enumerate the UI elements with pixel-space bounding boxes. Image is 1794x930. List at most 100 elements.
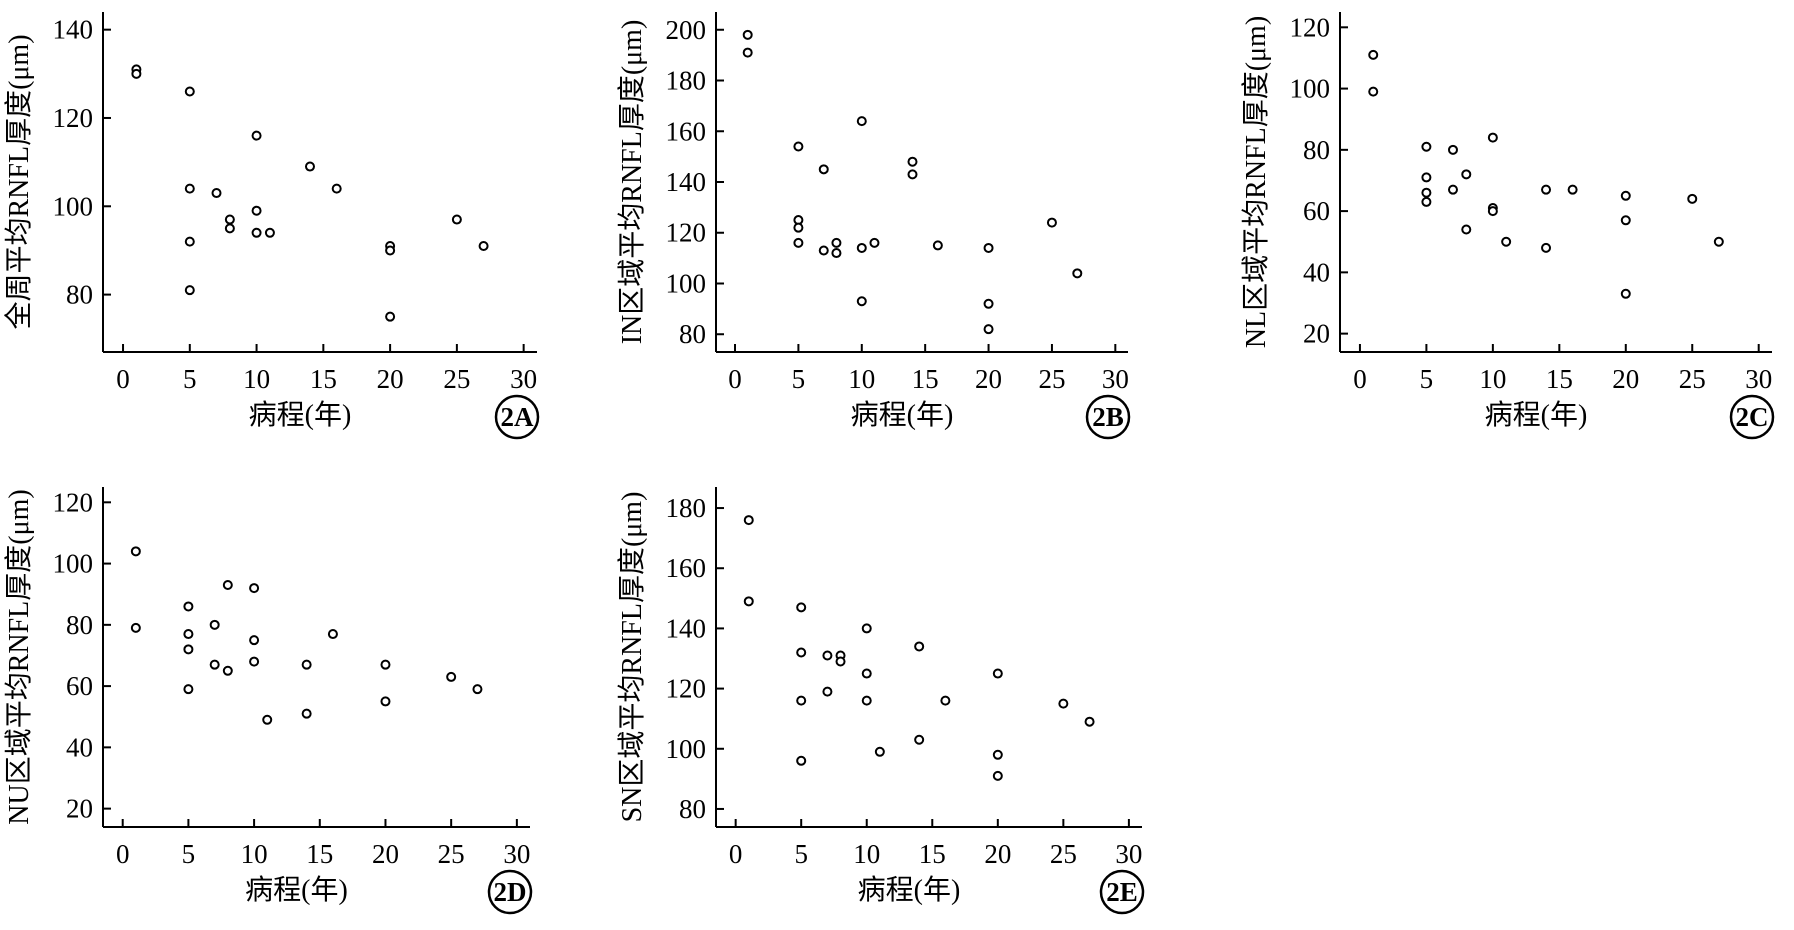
data-point: [1567, 184, 1578, 195]
data-point: [1487, 206, 1498, 217]
x-tick-label: 10: [1479, 364, 1506, 394]
data-point: [209, 659, 220, 670]
x-tick-label: 15: [919, 839, 946, 869]
x-tick-label: 20: [975, 364, 1002, 394]
y-tick-label: 100: [666, 268, 707, 298]
data-point: [1058, 698, 1069, 709]
data-point: [793, 237, 804, 248]
x-tick-label: 30: [1102, 364, 1129, 394]
data-point: [796, 755, 807, 766]
data-point: [380, 696, 391, 707]
y-tick-label: 80: [679, 319, 706, 349]
data-point: [130, 546, 141, 557]
y-tick-label: 140: [53, 15, 94, 45]
y-tick-label: 80: [66, 610, 93, 640]
x-tick-label: 15: [306, 839, 333, 869]
data-point: [385, 245, 396, 256]
x-tick-label: 0: [729, 839, 743, 869]
data-point: [907, 169, 918, 180]
data-point: [874, 746, 885, 757]
y-tick-label: 40: [1303, 257, 1330, 287]
x-tick-label: 20: [372, 839, 399, 869]
y-tick-label: 180: [666, 493, 707, 523]
data-point: [1421, 196, 1432, 207]
x-tick-label: 10: [848, 364, 875, 394]
x-tick-label: 20: [377, 364, 404, 394]
data-point: [793, 141, 804, 152]
data-point: [1072, 268, 1083, 279]
y-tick-label: 100: [666, 734, 707, 764]
data-point: [249, 583, 260, 594]
data-point: [940, 695, 951, 706]
panel-label: 2C: [1736, 402, 1769, 432]
data-point: [1368, 86, 1379, 97]
y-tick-label: 140: [666, 613, 707, 643]
x-axis-title: 病程(年): [1485, 399, 1588, 431]
data-point: [183, 601, 194, 612]
data-point: [861, 623, 872, 634]
data-point: [249, 635, 260, 646]
data-point: [1620, 288, 1631, 299]
data-point: [796, 602, 807, 613]
x-tick-label: 30: [510, 364, 537, 394]
x-tick-label: 0: [116, 364, 130, 394]
y-tick-label: 100: [53, 549, 94, 579]
data-point: [742, 47, 753, 58]
data-point: [251, 205, 262, 216]
data-point: [331, 183, 342, 194]
y-tick-label: 120: [1290, 12, 1331, 42]
data-point: [914, 734, 925, 745]
chart-panel-2A: 0 5 10 15 20 25 30 80 100 120 140 病程(年) 全周平均RNFL厚度(μ…: [3, 12, 540, 440]
x-tick-label: 5: [183, 364, 197, 394]
y-tick-label: 60: [1303, 196, 1330, 226]
data-point: [983, 324, 994, 335]
data-point: [380, 659, 391, 670]
x-tick-label: 0: [728, 364, 742, 394]
y-axis-title: NL区域平均RNFL厚度(μm): [1240, 16, 1272, 348]
panel-label-circle: [494, 394, 540, 440]
data-point: [1461, 169, 1472, 180]
chart-panel-2B: 0 5 10 15 20 25 30 80 100 120 140 160 180 200 病程(年) IN区…: [616, 12, 1131, 440]
data-point: [932, 240, 943, 251]
data-point: [743, 515, 754, 526]
data-point: [992, 770, 1003, 781]
x-axis-title: 病程(年): [245, 874, 348, 906]
x-tick-label: 10: [853, 839, 880, 869]
data-point: [1461, 224, 1472, 235]
panel-label: 2B: [1092, 402, 1124, 432]
data-point: [1447, 144, 1458, 155]
data-point: [822, 650, 833, 661]
data-point: [983, 242, 994, 253]
data-point: [184, 285, 195, 296]
data-point: [184, 86, 195, 97]
data-point: [183, 684, 194, 695]
data-point: [262, 714, 273, 725]
y-tick-label: 120: [53, 487, 94, 517]
data-point: [835, 656, 846, 667]
y-tick-label: 20: [1303, 319, 1330, 349]
y-tick-label: 200: [666, 15, 707, 45]
data-point: [1541, 184, 1552, 195]
data-point: [301, 708, 312, 719]
data-point: [1046, 217, 1057, 228]
data-point: [1487, 132, 1498, 143]
data-point: [992, 668, 1003, 679]
data-point: [249, 656, 260, 667]
data-point: [451, 214, 462, 225]
y-tick-label: 120: [666, 674, 707, 704]
data-point: [211, 188, 222, 199]
data-point: [478, 241, 489, 252]
data-point: [1620, 215, 1631, 226]
data-point: [818, 245, 829, 256]
panel-label-circle: [1729, 394, 1775, 440]
x-tick-label: 15: [1546, 364, 1573, 394]
y-axis-title: 全周平均RNFL厚度(μm): [3, 34, 35, 329]
data-point: [1368, 49, 1379, 60]
x-tick-label: 15: [310, 364, 337, 394]
y-axis-title: IN区域平均RNFL厚度(μm): [616, 20, 648, 345]
data-point: [831, 248, 842, 259]
x-tick-label: 5: [794, 839, 808, 869]
y-axis-title: NU区域平均RNFL厚度(μm): [3, 489, 35, 824]
x-tick-label: 20: [984, 839, 1011, 869]
